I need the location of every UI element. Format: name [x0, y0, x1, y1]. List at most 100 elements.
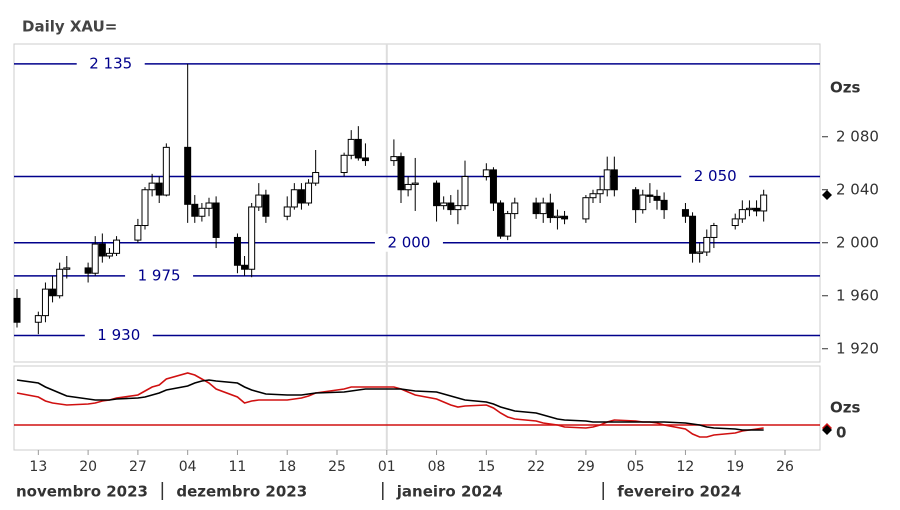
y2-axis-label: Ozs [830, 399, 860, 417]
y-tick-label: 1 960 [836, 286, 879, 304]
candle-body [553, 215, 561, 219]
chart-title: Daily XAU= [22, 18, 117, 36]
candle-body [404, 183, 412, 191]
level-label: 2 135 [89, 54, 132, 72]
x-tick-label: 08 [428, 459, 446, 475]
level-label: 1 930 [97, 326, 140, 344]
month-label: janeiro 2024 [396, 483, 503, 501]
y2-tick-label: 0 [836, 424, 846, 442]
level-label: 1 975 [138, 266, 181, 284]
candle-body [212, 202, 220, 238]
candle-body [639, 194, 647, 211]
indicator-line [16, 379, 764, 431]
indicator-panel [13, 365, 821, 451]
candle-body [596, 189, 604, 195]
candle-body [34, 315, 42, 323]
candle-body [482, 169, 490, 177]
candle-body [361, 157, 369, 162]
level-label: 2 050 [694, 167, 737, 185]
x-tick-label: 12 [677, 459, 695, 475]
candle-body [411, 182, 419, 185]
candle-body [532, 202, 540, 215]
candle-body [497, 202, 505, 237]
candle-body [255, 194, 263, 208]
x-tick-label: 04 [179, 459, 197, 475]
candle-body [660, 199, 668, 211]
candle-body [41, 288, 49, 317]
month-label: fevereiro 2024 [617, 483, 741, 501]
x-tick-label: 15 [477, 459, 495, 475]
y-axis-label: Ozs [830, 79, 860, 97]
candle-body [646, 194, 654, 197]
candle-body [205, 202, 213, 209]
candle-body [297, 189, 305, 204]
level-label-bg [84, 326, 153, 345]
x-tick-label: 25 [328, 459, 346, 475]
x-tick-label: 11 [229, 459, 247, 475]
candle-body [162, 146, 170, 196]
y-tick-label: 2 040 [836, 180, 879, 198]
candle-body [681, 209, 689, 217]
candle-body [632, 189, 640, 211]
level-label-bg [374, 233, 443, 252]
candle-body [191, 203, 199, 217]
y-tick-label: 2 000 [836, 233, 879, 251]
candle-body [262, 194, 270, 217]
candle-body [760, 194, 768, 212]
candle-body [603, 169, 611, 191]
candle-body [134, 225, 142, 241]
candle-body [696, 251, 704, 254]
level-label-bg [76, 54, 145, 73]
candle-body [105, 252, 113, 257]
x-tick-label: 27 [129, 459, 147, 475]
candle-body [738, 209, 746, 220]
x-tick-label: 20 [79, 459, 97, 475]
candle-body [390, 156, 398, 162]
candle-body [689, 215, 697, 254]
candle-body [354, 138, 362, 159]
candle-body [56, 268, 64, 297]
candle-body [504, 213, 512, 237]
level-label: 2 000 [387, 233, 430, 251]
candle-body [745, 207, 753, 211]
candle-body [155, 182, 163, 196]
indicator-marker [822, 425, 832, 435]
x-tick-label: 18 [278, 459, 296, 475]
candle-body [305, 182, 313, 204]
candle-body [433, 182, 441, 207]
candle-body [91, 243, 99, 274]
candle-body [241, 264, 249, 270]
candle-body [397, 156, 405, 191]
candle-body [731, 218, 739, 227]
candle-body [703, 236, 711, 253]
candle-body [561, 215, 569, 220]
candle-body [198, 207, 206, 217]
candle-body [290, 189, 298, 208]
candle-body [511, 202, 519, 215]
candle-body [98, 243, 106, 257]
candle-body [141, 189, 149, 227]
candle-body [148, 182, 156, 191]
candle-body [539, 202, 547, 215]
candle-body [461, 176, 469, 207]
month-label: novembro 2023 [16, 483, 148, 501]
x-tick-label: 22 [527, 459, 545, 475]
candle-body [610, 169, 618, 191]
candle-body [582, 197, 590, 220]
candle-body [63, 267, 71, 270]
month-label: dezembro 2023 [176, 483, 307, 501]
candle-body [283, 206, 291, 217]
candle-body [248, 206, 256, 270]
candle-body [184, 146, 192, 205]
x-tick-label: 29 [577, 459, 595, 475]
price-panel [13, 43, 821, 363]
x-tick-label: 01 [378, 459, 396, 475]
x-tick-label: 19 [726, 459, 744, 475]
candle-body [84, 267, 92, 274]
candle-body [233, 236, 241, 266]
x-tick-label: 26 [776, 459, 794, 475]
level-label-bg [125, 266, 194, 285]
candle-body [440, 202, 448, 207]
x-tick-label: 05 [627, 459, 645, 475]
